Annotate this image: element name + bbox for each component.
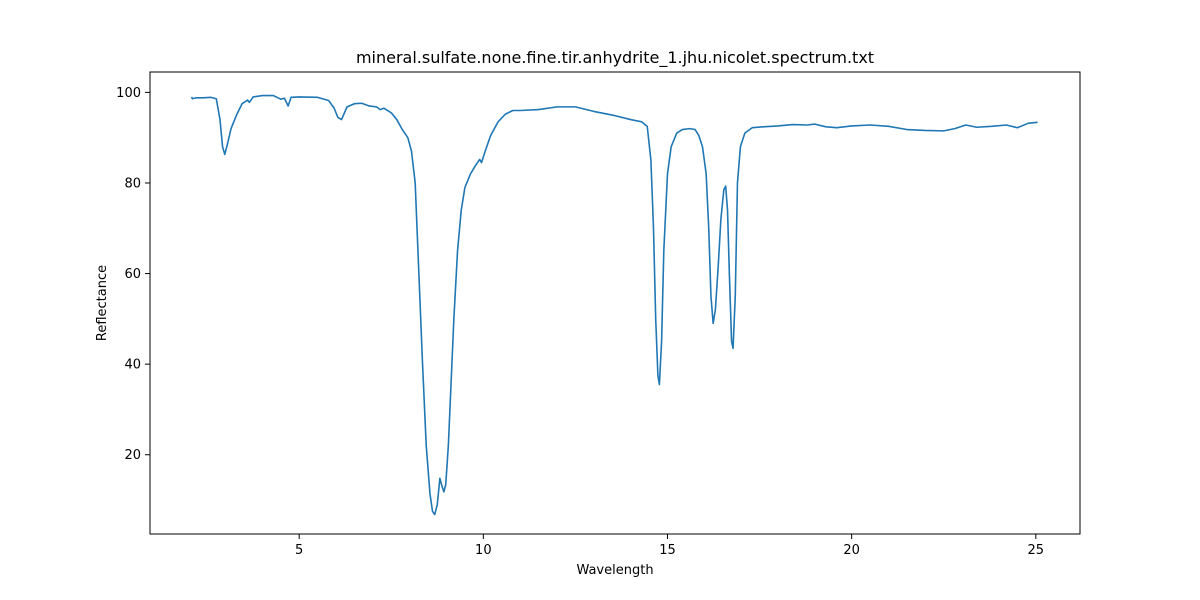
x-tick-label: 20 (843, 543, 860, 558)
y-tick-label: 80 (124, 176, 141, 191)
x-axis-ticks: 5 10 15 20 25 (295, 534, 1044, 558)
x-tick-label: 15 (659, 543, 676, 558)
y-axis-ticks: 20 40 60 80 100 (116, 86, 150, 463)
x-axis-label: Wavelength (576, 563, 653, 578)
chart-title: mineral.sulfate.none.fine.tir.anhydrite_… (356, 48, 874, 68)
y-axis-label: Reflectance (95, 265, 110, 341)
plot-area (150, 72, 1080, 534)
series-layer (190, 94, 1038, 516)
y-tick-label: 100 (116, 86, 141, 101)
y-tick-label: 20 (124, 448, 141, 463)
plot-frame (149, 71, 1081, 535)
y-tick-label: 40 (124, 358, 141, 373)
y-tick-label: 60 (124, 267, 141, 282)
x-tick-label: 5 (295, 543, 303, 558)
x-tick-label: 10 (475, 543, 492, 558)
x-tick-label: 25 (1028, 543, 1045, 558)
spectrum-line-series-0 (190, 94, 1038, 516)
